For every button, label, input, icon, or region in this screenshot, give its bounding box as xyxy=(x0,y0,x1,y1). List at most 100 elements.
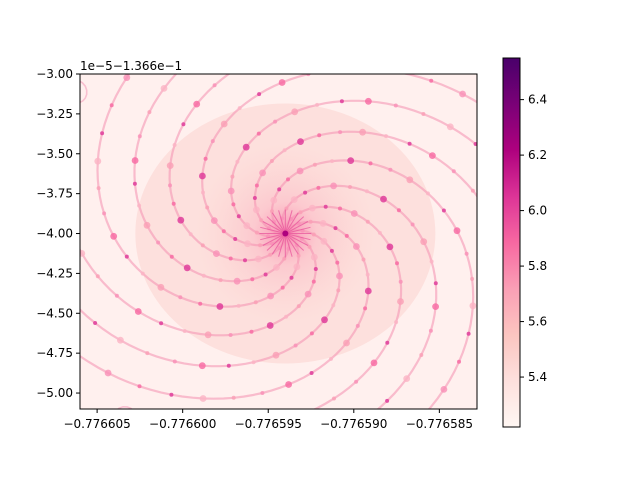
filament-dot xyxy=(200,243,205,248)
filament-dot xyxy=(289,275,294,280)
filament-dot xyxy=(233,237,238,241)
filament-dot xyxy=(386,243,394,251)
spiral-curl xyxy=(240,453,262,479)
filament-dot xyxy=(263,272,268,277)
filament-dot xyxy=(393,103,398,108)
filament-dot xyxy=(268,252,273,257)
colorbar-ticks: 5.4 5.6 5.8 6.0 6.2 6.4 xyxy=(520,93,547,384)
filament-dot xyxy=(425,191,430,196)
filament-dot xyxy=(473,142,477,146)
filament-dot xyxy=(350,210,358,217)
filament-dot xyxy=(206,44,210,48)
filament-dot xyxy=(457,359,461,364)
filament-dot xyxy=(410,222,415,227)
filament-dot xyxy=(335,67,339,71)
filament-dot xyxy=(356,31,363,38)
filament-dot xyxy=(365,219,370,224)
filament-dot xyxy=(317,133,322,138)
filament-dot xyxy=(193,100,201,108)
spiral-curl xyxy=(170,6,196,31)
filament-dot xyxy=(486,210,493,217)
filament-dot xyxy=(177,216,185,224)
colorbar-tick-label: 6.2 xyxy=(528,148,547,162)
filament-dot xyxy=(542,249,546,253)
filament-dot xyxy=(385,340,390,345)
filament-dot xyxy=(396,438,400,442)
filament-dot xyxy=(243,222,251,230)
minibrot-node xyxy=(385,444,391,450)
filament-dot xyxy=(394,35,398,39)
plot-area xyxy=(60,6,546,479)
filament-dot xyxy=(198,362,206,370)
filament-dot xyxy=(93,321,98,325)
filament-dot xyxy=(453,227,461,235)
filament-dot xyxy=(236,214,241,219)
filament-dot xyxy=(228,256,233,261)
filament-dot xyxy=(355,323,360,328)
filament-dot xyxy=(307,244,312,249)
filament-dot xyxy=(172,143,177,147)
y-tick-label: −4.25 xyxy=(36,266,73,280)
center-ray xyxy=(285,233,309,246)
minibrot-node xyxy=(180,17,186,23)
filament-dot xyxy=(205,205,210,210)
filament-dot xyxy=(290,42,294,46)
y-tick-label: −4.75 xyxy=(36,346,73,360)
filament-dot xyxy=(451,169,456,174)
center-ray xyxy=(285,221,309,234)
filament-dot xyxy=(315,102,320,107)
center-ray xyxy=(284,233,293,257)
filament-dot xyxy=(233,25,240,32)
x-axis: −0.776605 −0.776600 −0.776595 −0.776590 −0.7… xyxy=(63,409,473,431)
filament-dot xyxy=(198,301,203,306)
filament-dot xyxy=(231,202,236,207)
filament-dot xyxy=(353,243,360,250)
filament-dot xyxy=(296,167,304,175)
filament-dot xyxy=(244,240,251,248)
x-tick-label: −0.776585 xyxy=(406,417,473,431)
filament-dot xyxy=(137,384,142,389)
filament-dot xyxy=(498,361,502,365)
filament-dot xyxy=(329,248,334,253)
filament-dot xyxy=(201,273,206,278)
filament-dot xyxy=(323,35,327,39)
filament-dot xyxy=(441,208,446,213)
filament-dot xyxy=(370,359,378,367)
filament-dot xyxy=(459,90,466,98)
filament-dot xyxy=(429,152,436,160)
filament-dot xyxy=(166,162,174,170)
filament-dot xyxy=(440,386,448,393)
y-axis: −3.00 −3.25 −3.50 −3.75 −4.00 −4.25 −4.50 −4.75… xyxy=(36,67,80,400)
filament-dot xyxy=(469,302,477,310)
filament-dot xyxy=(291,108,299,116)
filament-dot xyxy=(172,359,177,364)
fractal-image xyxy=(60,6,546,479)
filament-dot xyxy=(308,219,313,224)
filament-dot xyxy=(286,177,290,182)
y-tick-label: −3.25 xyxy=(36,107,73,121)
center-ray xyxy=(285,233,305,251)
colorbar-tick-label: 5.6 xyxy=(528,315,547,329)
filament-dot xyxy=(134,308,142,315)
filament-dot xyxy=(227,187,235,195)
filament-dot xyxy=(333,226,338,231)
filament-dot xyxy=(298,210,303,215)
filament-dot xyxy=(433,281,438,286)
filament-dot xyxy=(169,254,174,259)
filament-dot xyxy=(60,135,64,139)
filament-dot xyxy=(137,134,142,139)
filament-dot xyxy=(296,304,301,309)
filament-dot xyxy=(421,112,426,116)
filament-dot xyxy=(293,263,301,271)
filament-dot xyxy=(250,277,255,282)
filament-dot xyxy=(377,230,382,235)
filament-dot xyxy=(270,209,274,214)
filament-dot xyxy=(499,238,503,242)
filament-dot xyxy=(338,130,343,135)
filament-dot xyxy=(213,250,220,257)
filament-dot xyxy=(406,176,414,184)
filament-dot xyxy=(310,253,318,261)
filament-dot xyxy=(384,134,388,139)
filament-dot xyxy=(306,74,311,77)
y-tick-label: −4.00 xyxy=(36,227,73,241)
